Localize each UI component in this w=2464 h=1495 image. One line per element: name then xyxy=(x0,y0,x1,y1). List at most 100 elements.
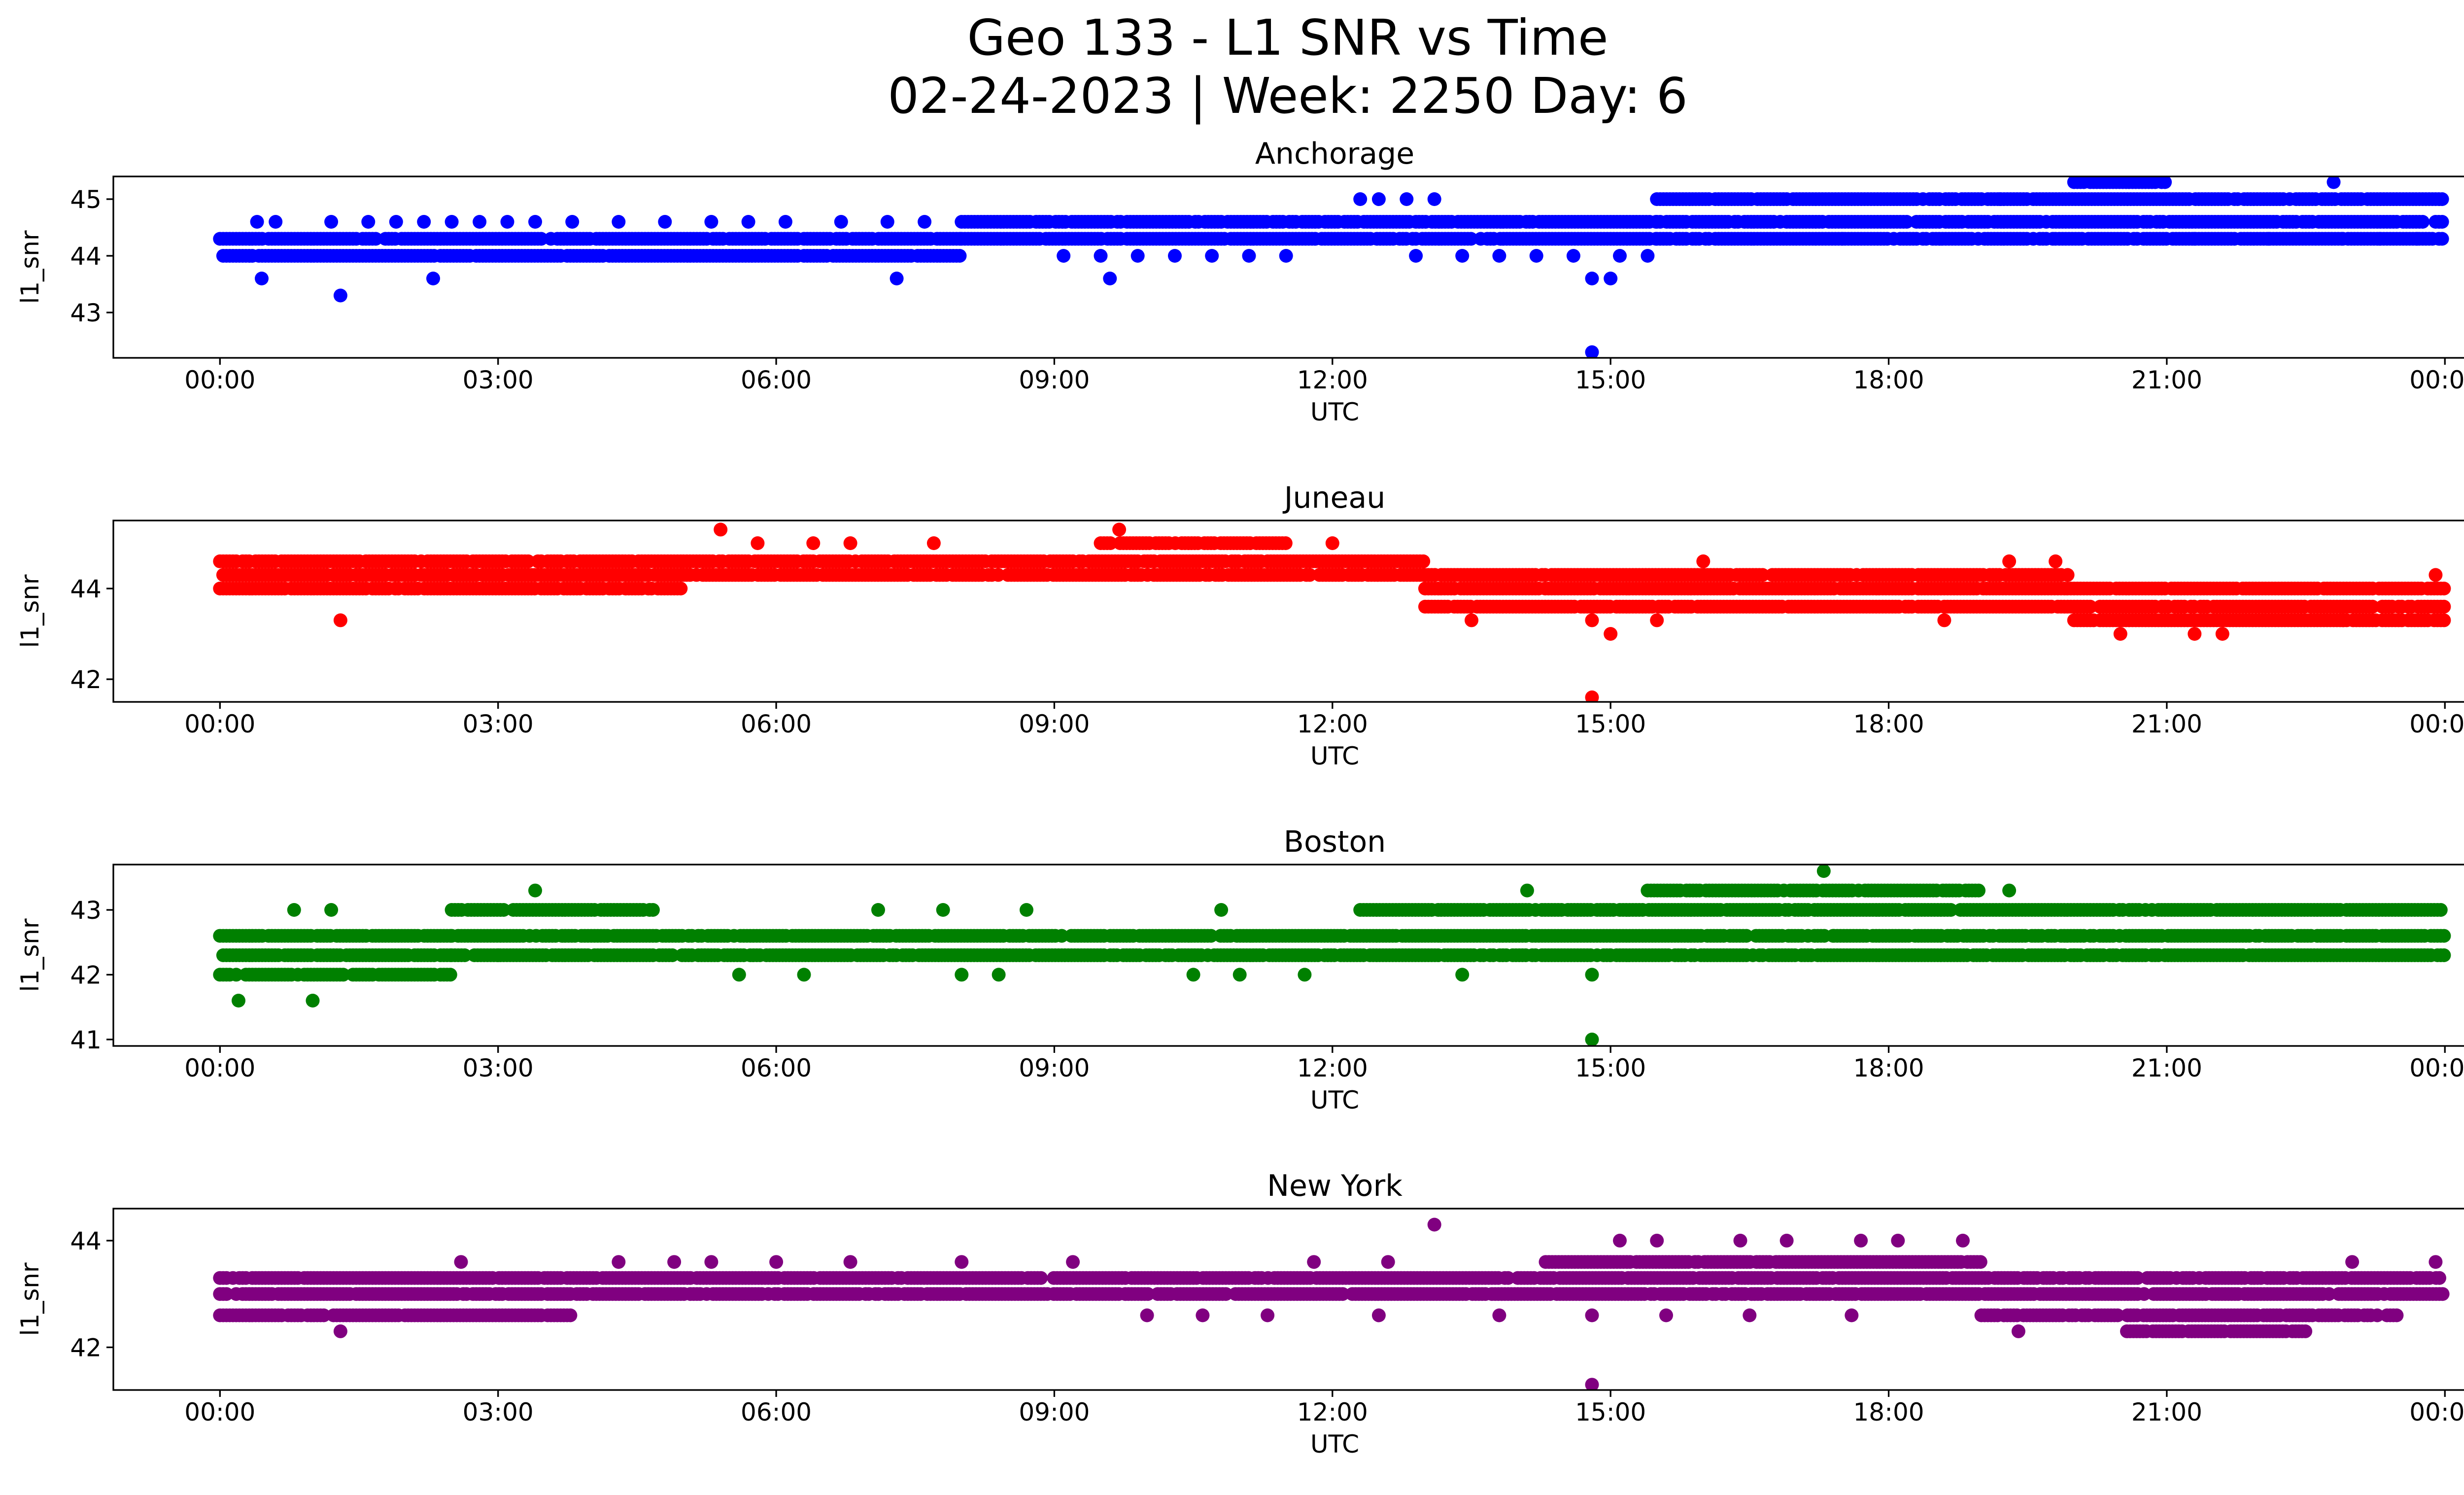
data-point xyxy=(389,215,403,229)
data-point xyxy=(1302,568,1317,582)
data-point xyxy=(1465,613,1478,627)
data-point xyxy=(1204,929,1218,943)
data-point xyxy=(1103,536,1118,550)
x-tick-label: 06:00 xyxy=(741,366,812,394)
data-point xyxy=(333,613,347,627)
x-axis-label: UTC xyxy=(1310,398,1359,426)
data-point xyxy=(1641,249,1655,263)
data-point xyxy=(880,215,894,229)
data-point xyxy=(1604,627,1618,641)
data-point xyxy=(269,215,283,229)
data-point xyxy=(324,215,339,229)
data-point xyxy=(1993,192,2007,206)
data-point xyxy=(1400,192,1414,206)
data-point xyxy=(2429,568,2443,582)
subplot-title: Anchorage xyxy=(1255,137,1414,171)
data-point xyxy=(1371,192,1386,206)
data-point xyxy=(2410,232,2424,246)
data-point xyxy=(521,554,535,568)
figure-title-line1: Geo 133 - L1 SNR vs Time xyxy=(967,9,1608,67)
data-point xyxy=(2188,232,2202,246)
x-tick-label: 00:00 xyxy=(184,710,255,738)
data-point xyxy=(2336,232,2350,246)
data-point xyxy=(443,968,457,982)
data-point xyxy=(918,215,932,229)
data-point xyxy=(1057,249,1071,263)
data-point xyxy=(2437,613,2451,627)
x-tick-label: 00:00 xyxy=(2409,710,2464,738)
data-point xyxy=(2435,215,2449,229)
data-point xyxy=(991,568,1005,582)
data-point xyxy=(417,215,431,229)
data-point xyxy=(1205,249,1219,263)
data-point xyxy=(1650,613,1664,627)
x-tick-label: 03:00 xyxy=(463,710,534,738)
data-point xyxy=(1696,554,1711,568)
data-point xyxy=(1739,929,1753,943)
data-point xyxy=(1353,192,1368,206)
data-point xyxy=(565,215,580,229)
figure-title: Geo 133 - L1 SNR vs Time 02-24-2023 | We… xyxy=(0,9,2464,125)
data-point xyxy=(250,215,264,229)
data-point xyxy=(751,536,765,550)
data-point xyxy=(426,272,440,285)
data-point xyxy=(2113,627,2127,641)
data-point xyxy=(534,232,548,246)
x-tick-label: 21:00 xyxy=(2131,366,2202,394)
data-point xyxy=(741,215,755,229)
data-point xyxy=(2437,929,2451,943)
data-point xyxy=(336,968,350,982)
data-point xyxy=(953,249,967,263)
data-point xyxy=(1416,554,1431,568)
data-point xyxy=(458,948,472,962)
subplot-juneau: 00:00 03:00 06:00 09:00 12:00 15:00 18:00 21:00… xyxy=(16,481,2464,770)
x-tick-label: 15:00 xyxy=(1575,366,1646,394)
data-point xyxy=(528,215,542,229)
data-point xyxy=(333,288,347,303)
data-point xyxy=(1130,249,1145,263)
x-tick-label: 21:00 xyxy=(2131,710,2202,738)
data-point xyxy=(1755,568,1770,582)
data-point xyxy=(890,272,904,285)
data-point xyxy=(2049,232,2063,246)
subplot-anchorage: 00:00 03:00 06:00 09:00 12:00 15:00 18:00 21:00… xyxy=(16,137,2464,426)
figure-title-line2: 02-24-2023 | Week: 2250 Day: 6 xyxy=(888,67,1688,125)
data-point xyxy=(2002,554,2017,568)
data-point xyxy=(674,582,688,595)
data-point xyxy=(1529,249,1543,263)
data-point xyxy=(1242,249,1256,263)
x-tick-label: 00:00 xyxy=(2409,366,2464,394)
data-point xyxy=(497,903,511,917)
data-point xyxy=(778,215,792,229)
data-point xyxy=(714,522,728,537)
x-tick-label: 18:00 xyxy=(1853,366,1924,394)
data-point xyxy=(665,948,680,962)
plot-frame xyxy=(112,175,2464,359)
y-axis-label: l1_snr xyxy=(16,230,44,304)
data-point xyxy=(2437,599,2451,614)
subplot-title: Juneau xyxy=(1282,481,1385,515)
data-point xyxy=(2049,554,2063,568)
data-point xyxy=(1278,536,1293,550)
data-point xyxy=(1604,272,1618,285)
data-point xyxy=(704,215,719,229)
data-point xyxy=(612,215,626,229)
y-axis-label: l1_snr xyxy=(16,574,44,648)
data-point xyxy=(1094,249,1108,263)
y-tick-label: 45 xyxy=(70,185,102,214)
data-point xyxy=(2437,948,2451,962)
x-tick-label: 06:00 xyxy=(741,710,812,738)
data-point xyxy=(1409,249,1423,263)
data-point xyxy=(834,215,848,229)
data-point xyxy=(2060,568,2075,582)
data-point xyxy=(500,215,514,229)
data-point xyxy=(2158,176,2172,189)
x-tick-label: 12:00 xyxy=(1297,366,1368,394)
data-point xyxy=(1427,192,1441,206)
data-point xyxy=(1279,249,1293,263)
data-points xyxy=(213,865,2451,1046)
x-tick-label: 00:00 xyxy=(184,366,255,394)
data-points xyxy=(213,176,2449,358)
data-point xyxy=(1585,613,1599,627)
